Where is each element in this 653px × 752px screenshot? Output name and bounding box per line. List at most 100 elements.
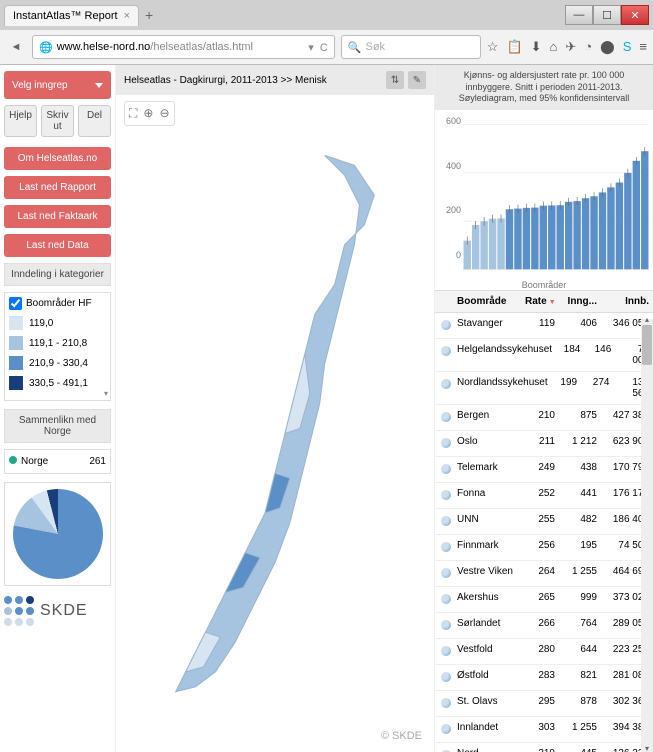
row-icon <box>439 644 453 658</box>
download-icon[interactable]: ⬇ <box>531 39 542 55</box>
home-icon[interactable]: ⌂ <box>550 39 558 55</box>
compare-box: Norge 261 <box>4 449 111 474</box>
table-row[interactable]: Finnmark25619574 509 <box>435 535 653 561</box>
menu-icon[interactable]: ≡ <box>639 39 647 55</box>
table-row[interactable]: Stavanger119406346 059 <box>435 313 653 339</box>
cell-inng: 878 <box>559 691 601 716</box>
download-report-button[interactable]: Last ned Rapport <box>4 176 111 199</box>
table-row[interactable]: Fonna252441176 173 <box>435 483 653 509</box>
cell-rate: 210 <box>521 405 559 430</box>
cell-rate: 265 <box>521 587 559 612</box>
swatch-icon <box>9 376 23 390</box>
print-button[interactable]: Skriv ut <box>41 105 74 137</box>
new-tab-button[interactable]: + <box>145 7 153 23</box>
skde-logo: SKDE <box>4 596 111 626</box>
cell-rate: 266 <box>521 613 559 638</box>
cell-name: Telemark <box>453 457 521 482</box>
legend-checkbox-row[interactable]: Boområder HF <box>9 297 106 310</box>
clipboard-icon[interactable]: 📋 <box>506 39 522 55</box>
url-path: /helseatlas/atlas.html <box>150 41 253 53</box>
map-tools: ⛶ ⊕ ⊖ <box>124 101 175 126</box>
cell-name: Bergen <box>453 405 521 430</box>
table-row[interactable]: Vestre Viken2641 255464 692 <box>435 561 653 587</box>
send-icon[interactable]: ✈ <box>565 39 576 55</box>
compare-row[interactable]: Norge 261 <box>9 454 106 469</box>
table-row[interactable]: Østfold283821281 088 <box>435 665 653 691</box>
center-panel: Helseatlas - Dagkirurgi, 2011-2013 >> Me… <box>115 65 435 752</box>
close-window-button[interactable]: ✕ <box>621 5 649 25</box>
row-icon <box>439 436 453 450</box>
skype-icon[interactable]: S <box>623 39 632 55</box>
scroll-up-icon[interactable]: ▴ <box>641 315 653 325</box>
legend-label: 330,5 - 491,1 <box>29 378 88 389</box>
cell-inng: 764 <box>559 613 601 638</box>
cell-name: Fonna <box>453 483 521 508</box>
table-row[interactable]: Telemark249438170 798 <box>435 457 653 483</box>
dot-icon <box>9 456 17 464</box>
browser-tab[interactable]: InstantAtlas™ Report × <box>4 5 139 26</box>
cell-name: Vestre Viken <box>453 561 521 586</box>
legend-row[interactable]: 210,9 - 330,4 <box>9 356 106 370</box>
y-axis-labels: 6004002000 <box>437 116 461 260</box>
row-icon <box>439 748 453 752</box>
cell-name: Innlandet <box>453 717 521 742</box>
legend-row[interactable]: 119,1 - 210,8 <box>9 336 106 350</box>
map-area[interactable] <box>126 125 424 742</box>
table-row[interactable]: Akershus265999373 020 <box>435 587 653 613</box>
cell-rate: 211 <box>521 431 559 456</box>
download-data-button[interactable]: Last ned Data <box>4 234 111 257</box>
col-rate[interactable]: Rate▼ <box>521 291 559 312</box>
search-input[interactable]: 🔍 Søk <box>341 35 481 59</box>
legend-row[interactable]: 330,5 - 491,1 <box>9 376 106 390</box>
col-inng[interactable]: Inng... <box>559 291 601 312</box>
scroll-thumb[interactable] <box>642 325 652 365</box>
url-input[interactable]: 🌐 www.helse-nord.no/helseatlas/atlas.htm… <box>32 35 335 59</box>
col-area[interactable]: Boområde <box>453 291 521 312</box>
cell-inng: 1 255 <box>559 717 601 742</box>
col-innb[interactable]: Innb. <box>601 291 653 312</box>
clock-icon[interactable]: ◔ <box>584 39 592 55</box>
help-button[interactable]: Hjelp <box>4 105 37 137</box>
filter-icon[interactable]: ⇅ <box>386 71 404 89</box>
dropdown-icon[interactable]: ▾ C <box>308 41 328 54</box>
url-host: www.helse-nord.no <box>57 41 151 53</box>
back-button[interactable]: ◄ <box>6 37 26 57</box>
table-row[interactable]: Innlandet3031 255394 389 <box>435 717 653 743</box>
table-row[interactable]: Oslo2111 212623 905 <box>435 431 653 457</box>
table-row[interactable]: Helgelandssykehuset18414678 005 <box>435 339 653 372</box>
maximize-button[interactable]: ☐ <box>593 5 621 25</box>
close-icon[interactable]: × <box>124 10 130 22</box>
zoom-out-icon[interactable]: ⊖ <box>159 106 169 121</box>
map-header: Helseatlas - Dagkirurgi, 2011-2013 >> Me… <box>116 65 434 95</box>
zoom-in-icon[interactable]: ⊕ <box>143 106 153 121</box>
table-row[interactable]: UNN255482186 401 <box>435 509 653 535</box>
shield-icon[interactable]: ⬤ <box>600 39 615 55</box>
row-icon <box>439 462 453 476</box>
settings-icon[interactable]: ✎ <box>408 71 426 89</box>
table-row[interactable]: Vestfold280644223 250 <box>435 639 653 665</box>
table-scrollbar[interactable]: ▴ ▾ <box>641 319 653 752</box>
download-factsheet-button[interactable]: Last ned Faktaark <box>4 205 111 228</box>
table-row[interactable]: Sørlandet266764289 056 <box>435 613 653 639</box>
legend-checkbox[interactable] <box>9 297 22 310</box>
row-icon <box>439 488 453 502</box>
chart-title: Kjønns- og aldersjustert rate pr. 100 00… <box>435 65 653 110</box>
table-row[interactable]: St. Olavs295878302 367 <box>435 691 653 717</box>
fullscreen-icon[interactable]: ⛶ <box>129 106 137 121</box>
skde-dots-icon <box>4 596 34 626</box>
about-button[interactable]: Om Helseatlas.no <box>4 147 111 170</box>
table-row[interactable]: Bergen210875427 385 <box>435 405 653 431</box>
procedure-dropdown[interactable]: Velg inngrep <box>4 71 111 99</box>
scroll-indicator-icon[interactable]: ▾ <box>104 389 108 398</box>
minimize-button[interactable]: — <box>565 5 593 25</box>
legend-row[interactable]: 119,0 <box>9 316 106 330</box>
table-row[interactable]: Nordlandssykehuset199274135 569 <box>435 372 653 405</box>
cell-rate: 283 <box>521 665 559 690</box>
caret-down-icon <box>95 83 103 88</box>
cell-name: Oslo <box>453 431 521 456</box>
star-icon[interactable]: ☆ <box>487 39 499 55</box>
share-button[interactable]: Del <box>78 105 111 137</box>
map-title: Helseatlas - Dagkirurgi, 2011-2013 >> Me… <box>124 75 327 86</box>
pie-chart <box>13 489 103 579</box>
bar-chart <box>463 116 649 278</box>
